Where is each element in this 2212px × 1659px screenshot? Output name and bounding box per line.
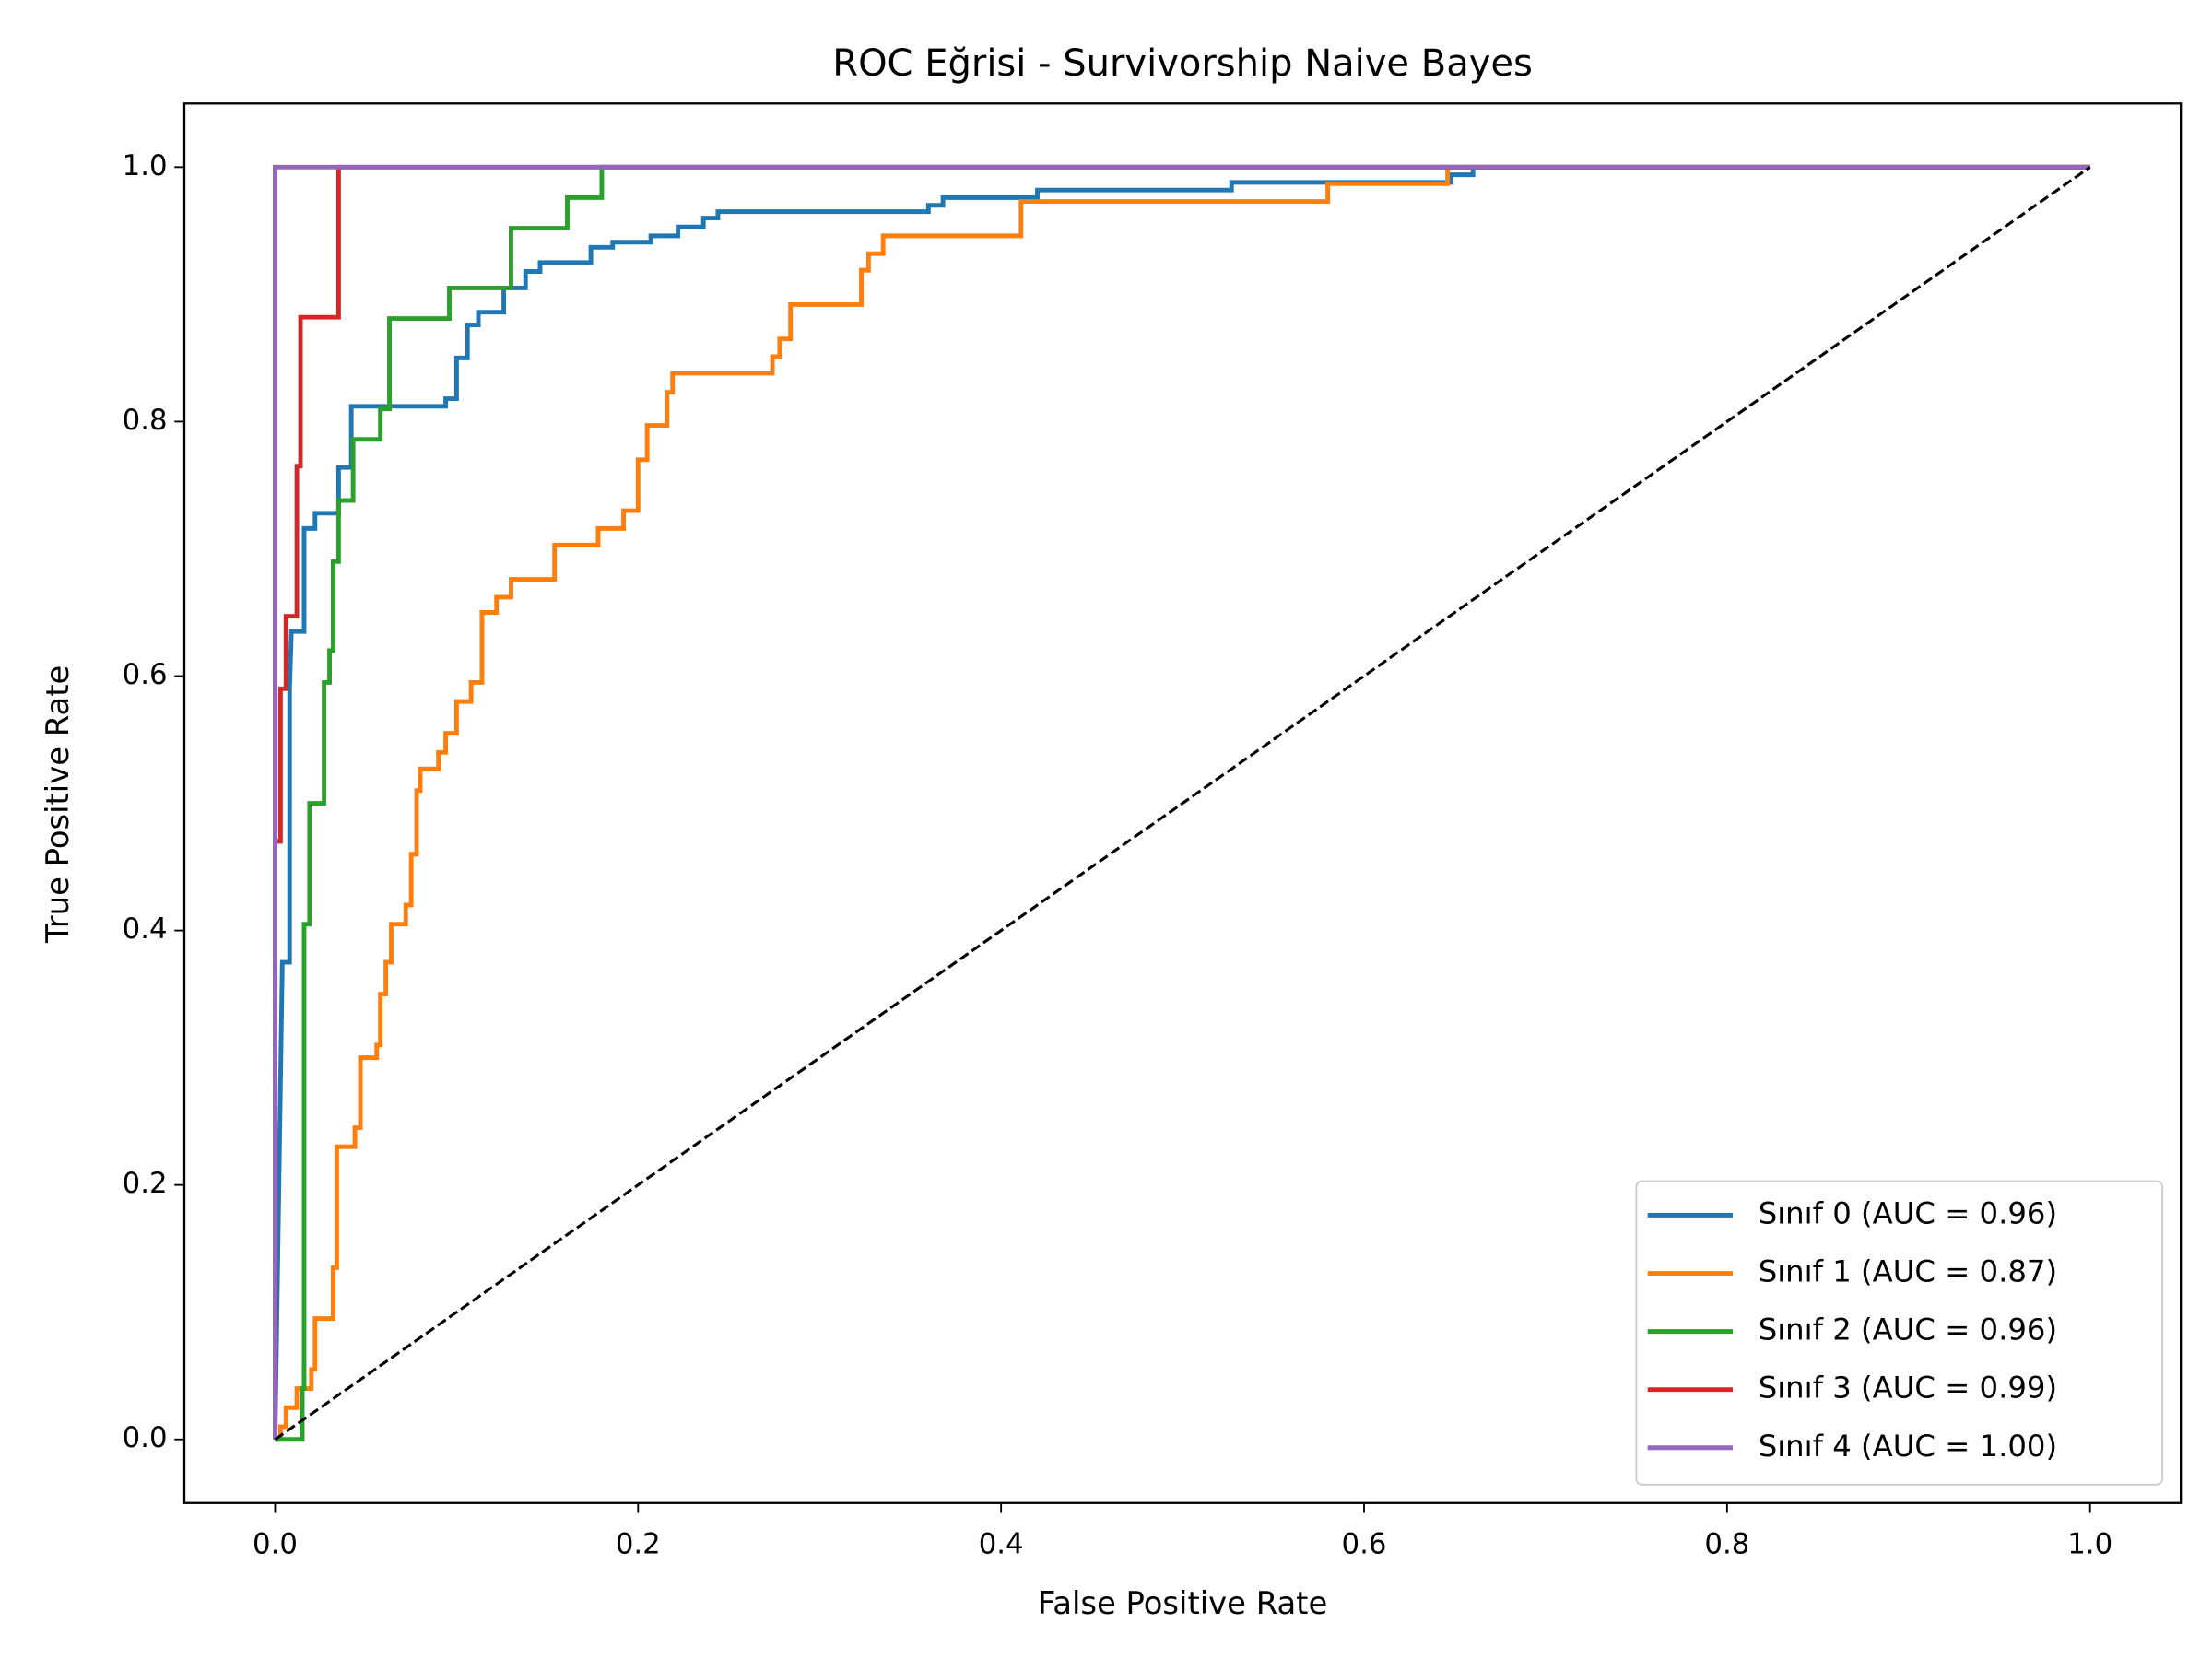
y-tick-label: 0.8 bbox=[123, 404, 168, 437]
legend-label: Sınıf 3 (AUC = 0.99) bbox=[1759, 1371, 2057, 1406]
chart-title: ROC Eğrisi - Survivorship Naive Bayes bbox=[832, 42, 1533, 85]
roc-line bbox=[273, 164, 2090, 1440]
legend-label: Sınıf 4 (AUC = 1.00) bbox=[1759, 1429, 2057, 1464]
x-tick-label: 0.8 bbox=[1704, 1527, 1749, 1560]
legend-label: Sınıf 2 (AUC = 0.96) bbox=[1759, 1312, 2057, 1347]
y-tick-label: 0.2 bbox=[123, 1167, 168, 1200]
x-tick-label: 0.4 bbox=[979, 1527, 1024, 1560]
y-tick-label: 0.4 bbox=[123, 912, 168, 946]
roc-line bbox=[275, 164, 2090, 1442]
y-tick-label: 0.6 bbox=[123, 658, 168, 691]
legend-label: Sınıf 0 (AUC = 0.96) bbox=[1759, 1195, 2057, 1230]
reference-line bbox=[274, 166, 2091, 1441]
x-tick-label: 0.0 bbox=[253, 1527, 298, 1560]
legend-box bbox=[1635, 1180, 2164, 1486]
legend-label: Sınıf 1 (AUC = 0.87) bbox=[1759, 1254, 2057, 1289]
roc-line bbox=[275, 164, 2090, 1442]
y-tick-label: 0.0 bbox=[123, 1421, 168, 1454]
roc-line bbox=[273, 164, 2090, 1440]
x-tick-label: 0.6 bbox=[1342, 1527, 1387, 1560]
x-tick-label: 1.0 bbox=[2067, 1527, 2112, 1560]
y-tick-label: 1.0 bbox=[123, 149, 168, 182]
y-axis-label: True Positive Rate bbox=[40, 665, 76, 944]
roc-line bbox=[273, 164, 2090, 1440]
x-axis-label: False Positive Rate bbox=[1038, 1585, 1327, 1621]
plot-frame bbox=[182, 102, 2183, 1504]
x-tick-label: 0.2 bbox=[616, 1527, 661, 1560]
